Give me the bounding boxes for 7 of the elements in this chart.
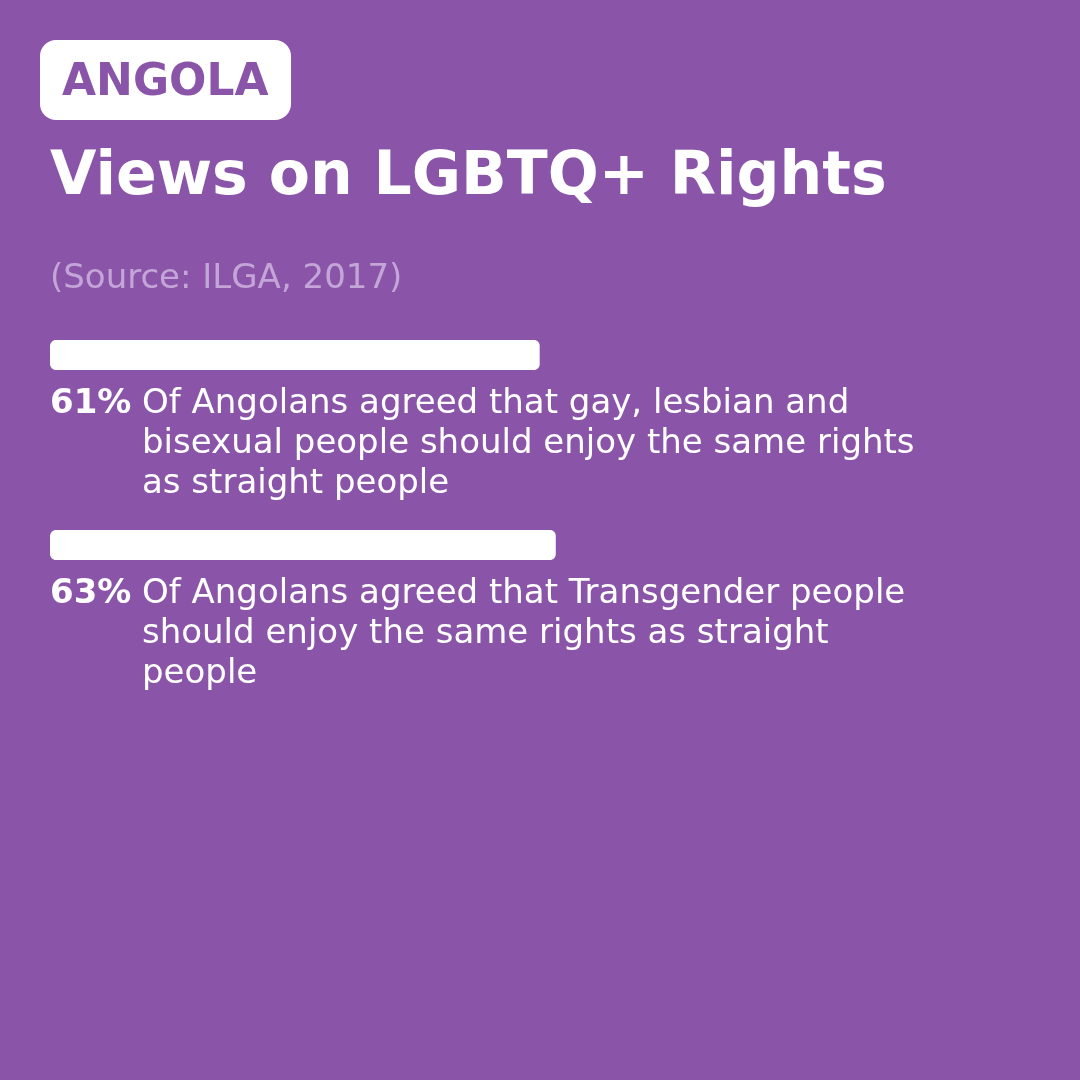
data-label: 61% xyxy=(50,381,132,421)
text: (Source: ILGA, 2017) xyxy=(50,256,403,296)
y-tick-label: Of Angolans agreed that gay, lesbian and bisexual people should enjoy the same rights as straight people xyxy=(142,381,915,501)
data-label: 63% xyxy=(50,571,132,611)
y-tick-label: Of Angolans agreed that Transgender people should enjoy the same rights as straight people xyxy=(142,571,906,691)
chart-title: Views on LGBTQ+ Rights xyxy=(50,138,887,208)
text: ANGOLA xyxy=(40,40,291,120)
